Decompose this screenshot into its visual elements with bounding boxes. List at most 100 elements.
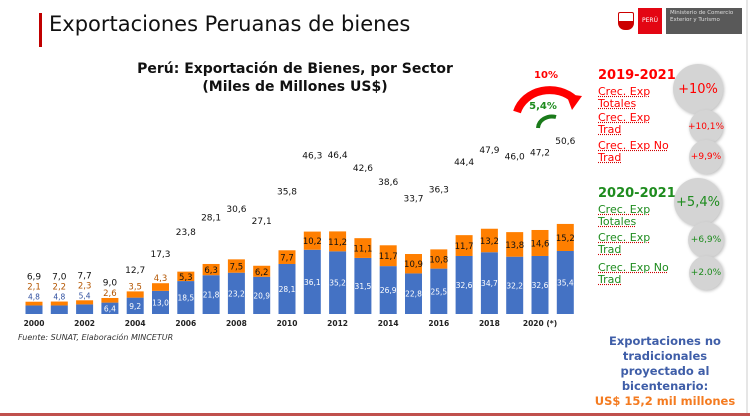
- bar-no-tradicionales: [25, 301, 43, 306]
- arrow-label-10: 10%: [534, 70, 558, 81]
- chart-title-text: Perú: Exportación de Bienes, por Sector: [137, 61, 453, 77]
- label-no-tradicionales: 15,2: [556, 234, 575, 244]
- bar-tradicionales: [25, 305, 43, 314]
- label-tradicionales: 21,8: [203, 291, 220, 300]
- label-no-tradicionales: 13,8: [505, 241, 524, 251]
- bar-tradicionales: [152, 290, 169, 314]
- chart-title: Perú: Exportación de Bienes, por Sector …: [130, 60, 460, 96]
- label-no-tradicionales: 10,2: [303, 237, 322, 247]
- label-total: 47,9: [479, 146, 499, 156]
- label-no-tradicionales: 14,6: [531, 239, 550, 249]
- growth-value-badge: +9,9%: [689, 140, 723, 174]
- label-total: 38,6: [378, 178, 398, 188]
- bar-tradicionales: [278, 263, 296, 314]
- bar-tradicionales: [430, 268, 448, 314]
- bar-tradicionales: [556, 250, 574, 314]
- label-no-tradicionales: 2,2: [53, 283, 67, 293]
- x-tick-label: 2020 (*): [523, 319, 557, 328]
- label-tradicionales: 34,7: [481, 279, 498, 288]
- label-tradicionales: 31,5: [355, 282, 372, 291]
- ministry-logo: PERÚ Ministerio de Comercio Exterior y T…: [618, 8, 742, 34]
- slide-title: Exportaciones Peruanas de bienes: [49, 12, 411, 36]
- bar-tradicionales: [506, 256, 524, 314]
- bar-no-tradicionales: [253, 265, 271, 277]
- bar-no-tradicionales: [455, 235, 473, 256]
- growth-value-badge: +10%: [673, 64, 723, 114]
- label-total: 7,0: [52, 273, 67, 283]
- label-no-tradicionales: 5,3: [179, 273, 193, 283]
- label-total: 12,7: [125, 266, 145, 276]
- x-tick-label: 2016: [428, 319, 449, 328]
- coat-of-arms-icon: [618, 12, 634, 30]
- chart-subtitle: (Miles de Millones US$): [202, 79, 388, 95]
- label-total: 46,3: [302, 152, 322, 162]
- bar-no-tradicionales: [76, 300, 94, 305]
- label-total: 30,6: [226, 205, 246, 215]
- label-no-tradicionales: 10,8: [429, 255, 448, 265]
- label-no-tradicionales: 2,6: [103, 289, 117, 299]
- bar-no-tradicionales: [126, 291, 144, 298]
- bar-no-tradicionales: [480, 228, 498, 253]
- label-tradicionales: 22,8: [405, 290, 422, 299]
- label-total: 9,0: [103, 278, 118, 288]
- label-tradicionales: 20,9: [253, 291, 270, 300]
- bar-tradicionales: [202, 275, 220, 314]
- label-no-tradicionales: 11,7: [379, 252, 398, 262]
- x-tick-label: 2006: [175, 319, 196, 328]
- bottom-rule: [0, 413, 750, 416]
- bar-no-tradicionales: [405, 254, 422, 274]
- label-total: 46,4: [328, 151, 348, 161]
- label-no-tradicionales: 2,3: [78, 281, 92, 291]
- bar-no-tradicionales: [303, 231, 321, 250]
- label-tradicionales: 9,2: [129, 302, 141, 311]
- label-tradicionales: 28,1: [279, 285, 296, 294]
- label-tradicionales: 25,5: [430, 287, 447, 296]
- label-total: 6,9: [27, 273, 42, 283]
- label-total: 42,6: [353, 164, 373, 174]
- label-total: 33,7: [403, 194, 423, 204]
- bar-tradicionales: [329, 251, 347, 314]
- bar-tradicionales: [531, 255, 549, 314]
- growth-label: Crec. Exp Totales: [598, 203, 651, 228]
- label-tradicionales: 13,0: [152, 298, 169, 307]
- logo-peru: PERÚ: [638, 8, 662, 34]
- label-tradicionales: 36,1: [304, 278, 321, 287]
- bar-tradicionales: [126, 297, 144, 314]
- growth-period-heading: 2020-2021: [598, 186, 676, 201]
- growth-value-badge: +10,1%: [688, 110, 724, 144]
- arrow-label-5: 5,4%: [529, 101, 557, 112]
- bar-tradicionales: [227, 272, 245, 314]
- label-tradicionales: 23,2: [228, 289, 245, 298]
- label-tradicionales: 32,6: [532, 281, 549, 290]
- label-total: 7,7: [77, 271, 91, 281]
- bar-no-tradicionales: [506, 232, 524, 257]
- bar-no-tradicionales: [354, 238, 372, 258]
- label-no-tradicionales: 2,1: [27, 283, 41, 293]
- label-total: 47,2: [530, 149, 550, 159]
- bar-no-tradicionales: [278, 250, 296, 264]
- bar-no-tradicionales: [227, 259, 245, 273]
- bar-tradicionales: [455, 255, 473, 314]
- label-no-tradicionales: 6,3: [204, 266, 218, 276]
- title-accent-bar: [39, 13, 42, 47]
- x-tick-label: 2008: [226, 319, 247, 328]
- bar-no-tradicionales: [152, 283, 169, 291]
- label-no-tradicionales: 3,5: [128, 282, 142, 292]
- label-total: 36,3: [429, 186, 449, 196]
- label-no-tradicionales: 10,9: [404, 260, 423, 270]
- bar-tradicionales: [76, 304, 94, 314]
- label-no-tradicionales: 6,2: [255, 268, 269, 278]
- x-tick-label: 2002: [74, 319, 95, 328]
- bar-no-tradicionales: [379, 245, 397, 267]
- x-tick-label: 2012: [327, 319, 348, 328]
- label-no-tradicionales: 11,7: [455, 242, 474, 252]
- bar-tradicionales: [303, 249, 321, 314]
- logo-ministry: Ministerio de Comercio Exterior y Turism…: [665, 8, 742, 34]
- growth-period-heading: 2019-2021: [598, 68, 676, 83]
- projection-note: Exportaciones no tradicionales proyectad…: [590, 334, 740, 409]
- label-tradicionales: 6,4: [104, 304, 116, 313]
- label-tradicionales: 35,2: [329, 279, 346, 288]
- label-total: 46,0: [505, 153, 525, 163]
- label-no-tradicionales: 7,5: [230, 263, 244, 273]
